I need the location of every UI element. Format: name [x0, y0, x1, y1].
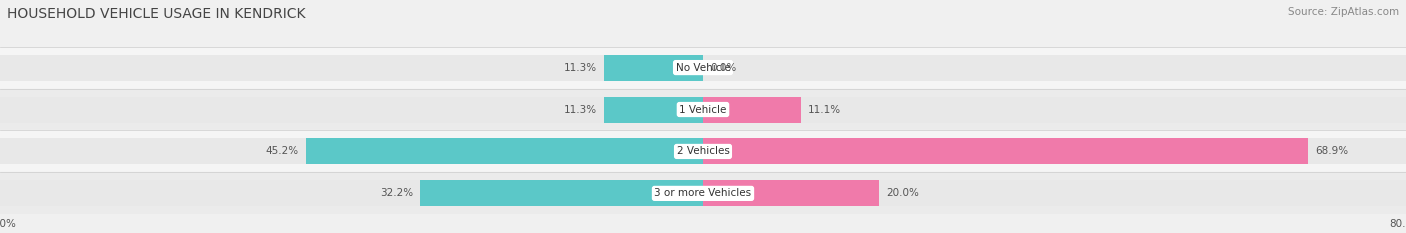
Text: 11.3%: 11.3% [564, 63, 596, 72]
Text: No Vehicle: No Vehicle [675, 63, 731, 72]
Text: 3 or more Vehicles: 3 or more Vehicles [654, 188, 752, 198]
Bar [0, 138, 1406, 164]
Text: 32.2%: 32.2% [380, 188, 413, 198]
Text: 20.0%: 20.0% [886, 188, 918, 198]
Bar [603, 96, 703, 123]
Text: 45.2%: 45.2% [266, 147, 299, 156]
Bar [603, 55, 703, 81]
Bar [0, 130, 1406, 172]
Bar [0, 180, 1406, 206]
Text: 0.0%: 0.0% [710, 63, 737, 72]
Text: 68.9%: 68.9% [1316, 147, 1348, 156]
Bar [307, 138, 703, 164]
Bar [703, 138, 1309, 164]
Bar [703, 96, 800, 123]
Bar [0, 55, 1406, 81]
Bar [0, 172, 1406, 214]
Text: 1 Vehicle: 1 Vehicle [679, 105, 727, 114]
Bar [0, 47, 1406, 89]
Text: Source: ZipAtlas.com: Source: ZipAtlas.com [1288, 7, 1399, 17]
Bar [420, 180, 703, 206]
Bar [703, 180, 879, 206]
Text: 2 Vehicles: 2 Vehicles [676, 147, 730, 156]
Bar [0, 96, 1406, 123]
Text: 11.3%: 11.3% [564, 105, 596, 114]
Text: 11.1%: 11.1% [807, 105, 841, 114]
Bar [0, 89, 1406, 130]
Text: HOUSEHOLD VEHICLE USAGE IN KENDRICK: HOUSEHOLD VEHICLE USAGE IN KENDRICK [7, 7, 305, 21]
